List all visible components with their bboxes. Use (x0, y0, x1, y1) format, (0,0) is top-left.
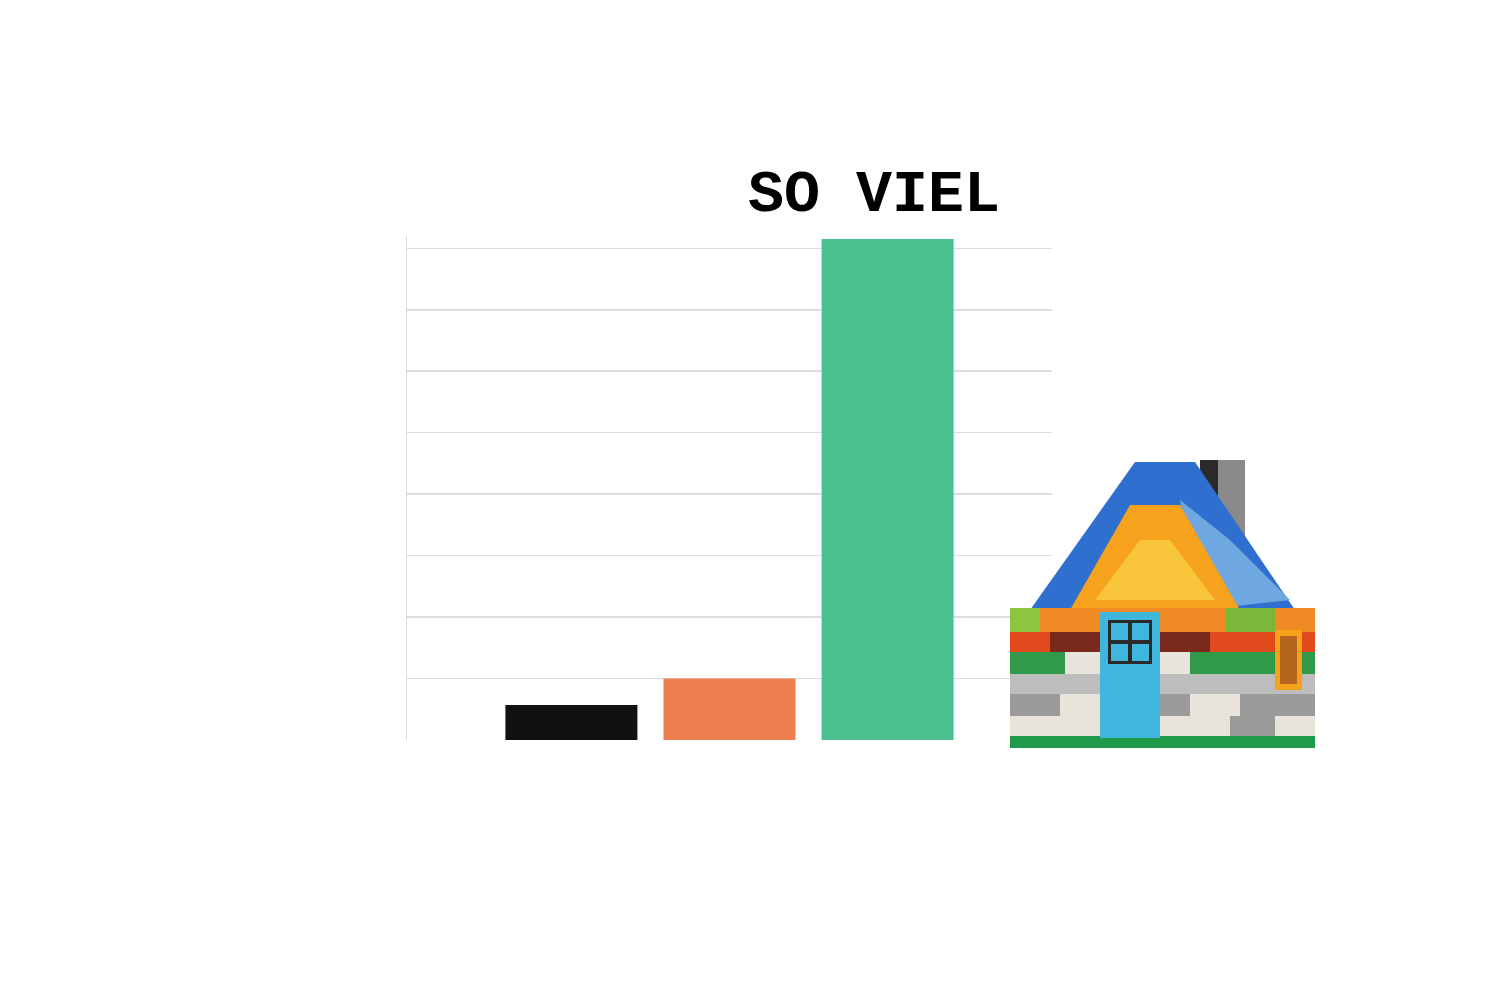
svg-text:SO VIEL: SO VIEL (748, 161, 1000, 229)
